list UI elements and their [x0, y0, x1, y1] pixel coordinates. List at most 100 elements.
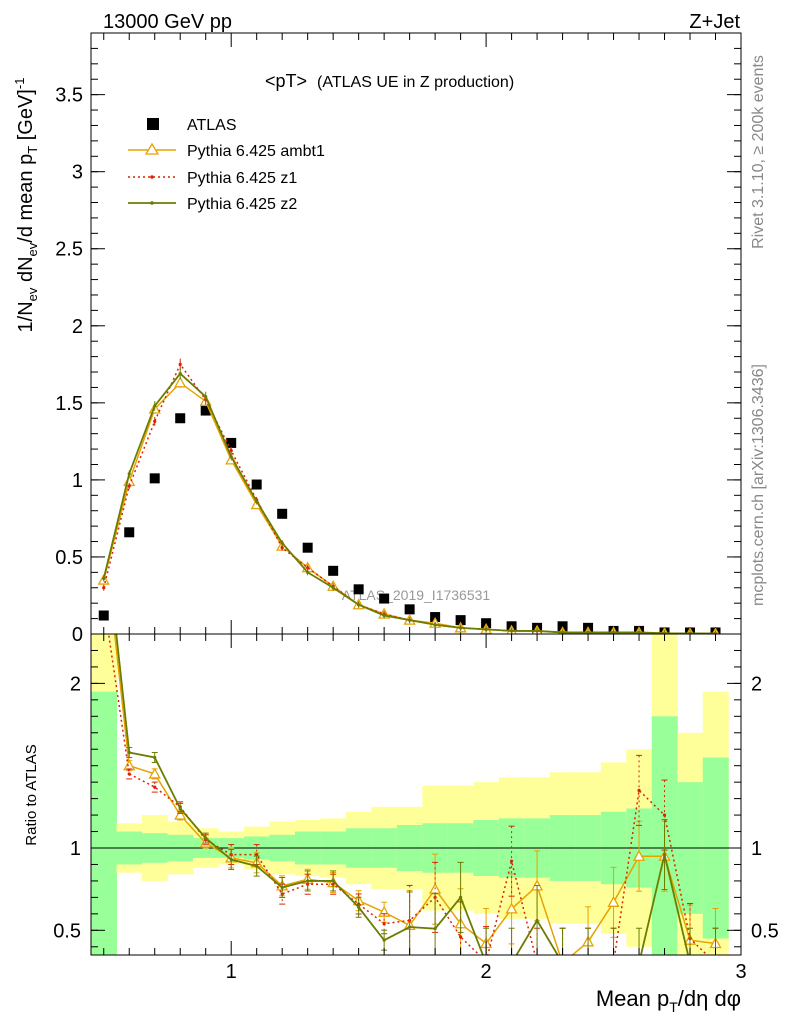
- analysis-watermark: ATLAS_2019_I1736531: [342, 587, 491, 603]
- dot-marker: [713, 631, 718, 634]
- atlas-data-point: [302, 542, 313, 553]
- dot-marker: [484, 627, 488, 631]
- x-tick-label: 2: [481, 961, 492, 983]
- dot-marker: [611, 630, 616, 634]
- ratio-y-tick-label-right: 2: [751, 673, 762, 695]
- dot-marker: [102, 586, 106, 590]
- ratio-dot-marker: [714, 962, 717, 965]
- ratio-dot-marker: [510, 962, 513, 965]
- ratio-dot-marker: [178, 806, 182, 811]
- y-tick-label: 0: [72, 624, 83, 646]
- dot-marker: [306, 566, 310, 570]
- dot-marker: [204, 395, 208, 399]
- ratio-dot-marker: [204, 836, 208, 840]
- ratio-dot-marker: [662, 852, 667, 857]
- ratio-dot-marker: [586, 962, 589, 965]
- ratio-triangle-marker: [148, 767, 161, 779]
- ratio-dot-marker: [688, 962, 691, 965]
- ratio-dot-marker: [153, 755, 157, 760]
- ratio-dot-marker: [255, 864, 259, 868]
- dot-marker: [357, 603, 361, 607]
- ratio-triangle-marker: [558, 958, 568, 967]
- ratio-dot-marker: [255, 852, 259, 857]
- ratio-dot-marker: [102, 517, 105, 520]
- dot-marker: [560, 630, 565, 634]
- y-tick-label: 3.5: [55, 85, 83, 107]
- legend-swatch-dot: [150, 201, 154, 205]
- ratio-dot-marker: [612, 962, 615, 965]
- header-right: Z+Jet: [689, 11, 740, 33]
- dot-marker: [586, 630, 590, 634]
- x-tick-label: 1: [226, 961, 237, 983]
- ratio-y-axis-label: Ratio to ATLAS: [23, 744, 40, 845]
- ratio-frame: [90, 633, 742, 956]
- ratio-dot-marker: [459, 935, 463, 939]
- dot-marker: [382, 613, 386, 618]
- atlas-data-point: [379, 593, 390, 604]
- legend-label: ATLAS: [187, 117, 237, 134]
- ratio-dot-marker: [612, 962, 615, 965]
- ratio-y-tick-label-right: 0.5: [751, 920, 779, 942]
- legend-label: Pythia 6.425 z2: [187, 196, 297, 213]
- ratio-triangle-marker: [174, 808, 187, 820]
- ratio-triangle-marker: [99, 530, 109, 539]
- header-left: 13000 GeV pp: [103, 11, 232, 33]
- atlas-data-point: [149, 473, 160, 484]
- dot-marker: [688, 631, 692, 634]
- ratio-y-tick-label: 1: [70, 838, 81, 860]
- ratio-dot-marker: [408, 925, 412, 929]
- ratio-dot-marker: [509, 859, 514, 863]
- ratio-dot-marker: [586, 962, 589, 965]
- top-data: [97, 358, 721, 634]
- dot-marker: [153, 404, 157, 408]
- dot-marker: [102, 576, 106, 581]
- dot-marker: [229, 449, 233, 453]
- triangle-marker: [174, 376, 187, 388]
- ratio-dot-marker: [637, 788, 641, 792]
- dot-marker: [509, 629, 514, 633]
- ratio-dot-marker: [561, 962, 564, 965]
- y-tick-label: 2.5: [55, 239, 83, 261]
- ratio-dot-marker: [153, 785, 157, 789]
- legend-label: Pythia 6.425 ambt1: [187, 143, 325, 160]
- x-tick-label: 3: [735, 961, 746, 983]
- dot-marker: [280, 546, 284, 550]
- ratio-dot-marker: [662, 813, 667, 817]
- dot-marker: [153, 419, 157, 423]
- ratio-triangle-marker: [505, 902, 518, 914]
- legend: ATLAS Pythia 6.425 ambt1 Pythia 6.425 z1 Py…: [128, 117, 325, 213]
- ratio-dot-marker: [459, 895, 463, 899]
- plot-title-sub: (ATLAS UE in Z production): [317, 74, 514, 91]
- dot-marker: [255, 499, 259, 504]
- ratio-dot-marker: [357, 905, 361, 909]
- mcplots-label: mcplots.cern.ch [arXiv:1306.3436]: [750, 364, 767, 606]
- ratio-dot-marker: [714, 962, 717, 965]
- top-y-axis: 0 0.5 1 1.5 2 2.5 3 3.5: [55, 32, 742, 646]
- dot-marker: [178, 362, 182, 366]
- dot-marker: [331, 586, 335, 590]
- dot-marker: [178, 371, 182, 376]
- atlas-data-point: [404, 604, 415, 615]
- ratio-dot-marker: [102, 599, 105, 602]
- dot-marker: [306, 570, 310, 574]
- ratio-axes: 0.5 0.5 1 1 2 2 1 2 3: [53, 634, 779, 983]
- ratio-panel: 0.5 0.5 1 1 2 2 1 2 3: [53, 517, 779, 983]
- dot-marker: [280, 541, 284, 545]
- atlas-data-point: [455, 615, 466, 626]
- main-panel: ATLAS_2019_I1736531 <pT> (ATLAS UE in Z …: [55, 32, 742, 646]
- x-axis-label: Mean pT/dη dφ: [596, 986, 741, 1015]
- plot-title: <pT> (ATLAS UE in Z production): [265, 71, 514, 91]
- y-tick-label: 1: [72, 470, 83, 492]
- legend-swatch-dot: [150, 175, 154, 179]
- ratio-triangle-marker: [123, 759, 136, 771]
- ratio-dot-marker: [127, 750, 131, 755]
- y-tick-label: 3: [72, 162, 83, 184]
- ratio-dot-marker: [306, 879, 310, 883]
- dot-marker: [408, 618, 412, 622]
- dot-marker: [459, 626, 463, 630]
- y-tick-label: 2: [72, 316, 83, 338]
- ratio-triangle-marker: [607, 895, 620, 907]
- stat-uncertainty-band: [91, 691, 117, 955]
- ratio-dot-marker: [229, 857, 233, 862]
- ratio-y-tick-label: 0.5: [53, 920, 81, 942]
